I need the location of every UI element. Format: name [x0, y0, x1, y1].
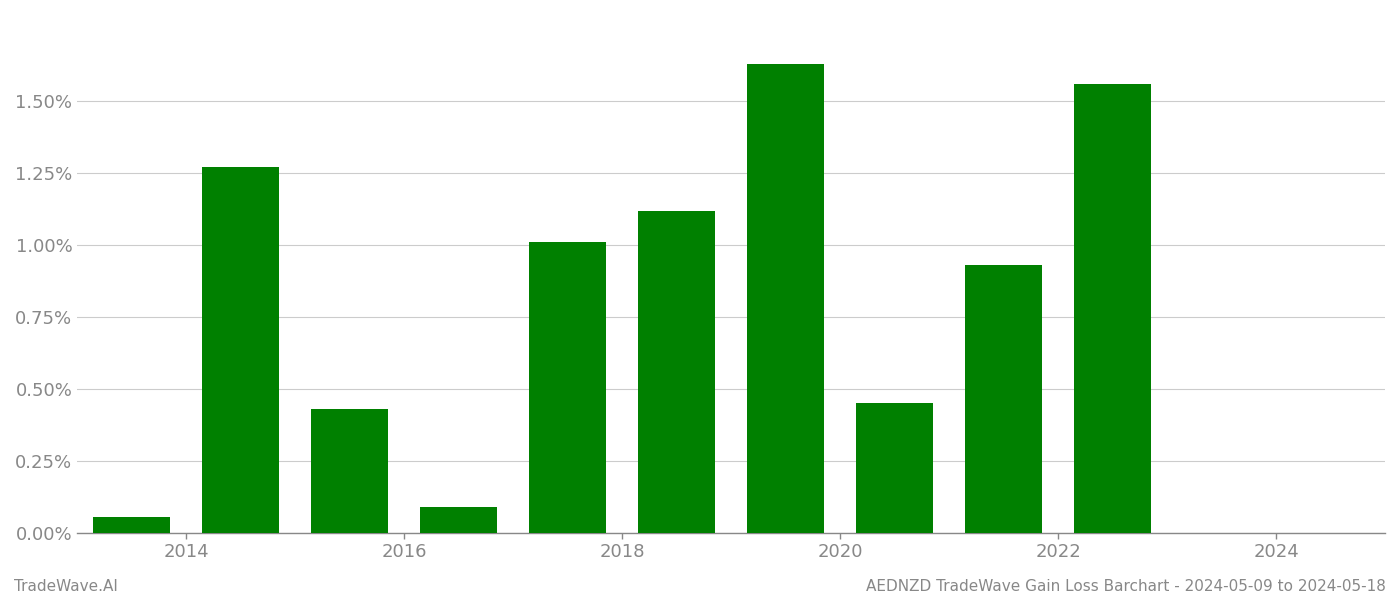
Text: AEDNZD TradeWave Gain Loss Barchart - 2024-05-09 to 2024-05-18: AEDNZD TradeWave Gain Loss Barchart - 20…: [867, 579, 1386, 594]
Bar: [638, 211, 715, 533]
Bar: [420, 507, 497, 533]
Bar: [857, 403, 932, 533]
Bar: [94, 517, 169, 533]
Text: TradeWave.AI: TradeWave.AI: [14, 579, 118, 594]
Bar: [529, 242, 606, 533]
Bar: [203, 167, 279, 533]
Bar: [748, 64, 823, 533]
Bar: [966, 265, 1042, 533]
Bar: [311, 409, 388, 533]
Bar: [1074, 84, 1151, 533]
